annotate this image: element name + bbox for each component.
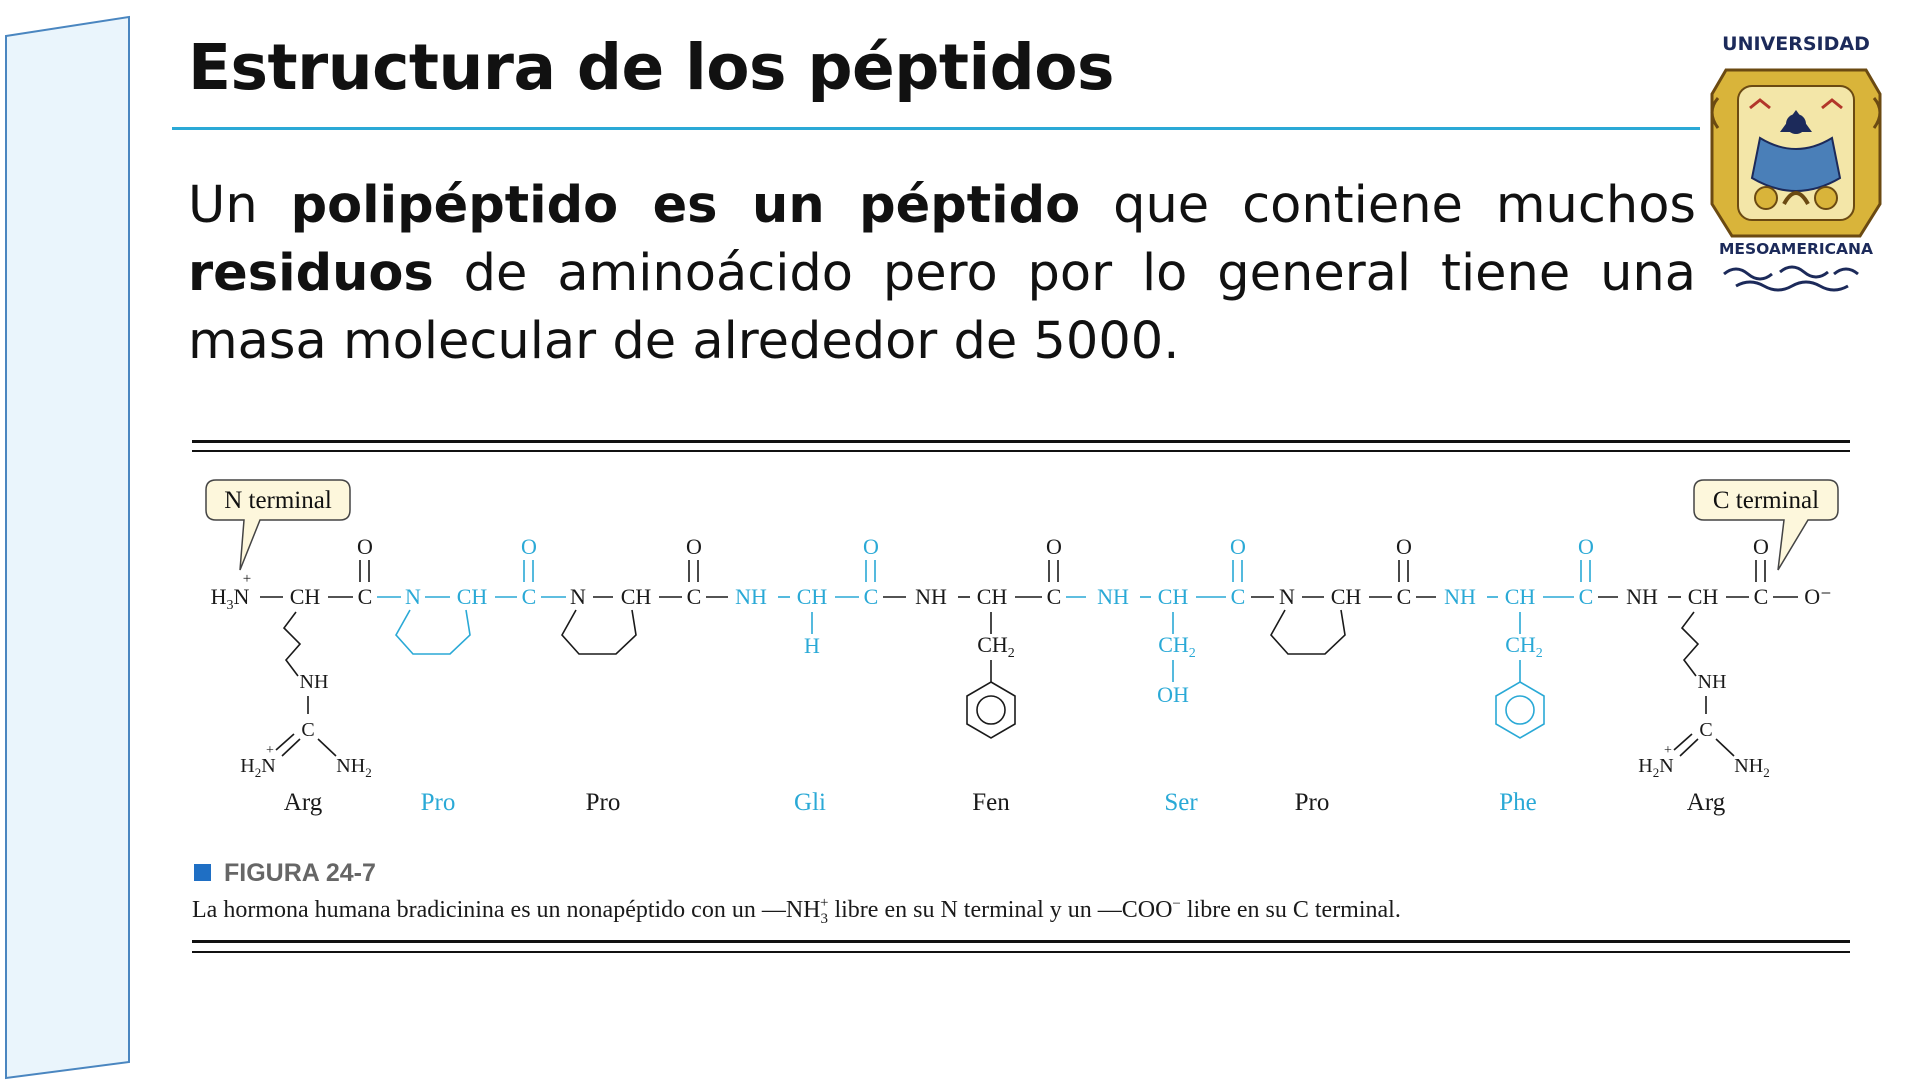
c-terminal-label: C terminal (1713, 487, 1819, 514)
figure-bottom-rule (192, 940, 1850, 953)
pro3-n: N (570, 584, 586, 609)
gli4-alpha-ch: CH (797, 584, 828, 609)
body-bold-polipeptido: polipéptido es un péptido (290, 176, 1081, 235)
residue-label-arg9: Arg (1687, 789, 1726, 816)
residue-label-fen5: Fen (972, 789, 1010, 816)
ser6-alpha-ch: CH (1158, 584, 1189, 609)
pro3-carbonyl-c: C (687, 584, 702, 609)
body-text-3: de aminoácido pero por lo general tiene … (188, 244, 1696, 371)
pro2-n: N (405, 584, 421, 609)
body-text-2: que contiene muchos (1080, 176, 1696, 235)
left-decorative-panel (5, 15, 130, 1080)
university-logo: UNIVERSIDAD MESOAMERICANA (1710, 33, 1882, 292)
n-terminus-charge: + (243, 571, 251, 587)
fen5-alpha-ch: CH (977, 584, 1008, 609)
phe8-alpha-ch: CH (1505, 584, 1536, 609)
body-text-1: Un (188, 176, 291, 235)
slide-title: Estructura de los péptidos (188, 31, 1114, 104)
residue-label-pro2: Pro (421, 789, 456, 816)
pro2-carbonyl-o: O (521, 534, 537, 559)
arg1-alpha-ch: CH (290, 584, 321, 609)
ser6-ch2: CH2 (1158, 632, 1196, 661)
arg1-carbonyl-o: O (357, 534, 373, 559)
arg9-side-nh: NH (1698, 671, 1727, 693)
arg9-h2n: H2N (1638, 755, 1673, 780)
arg9-nh: NH (1626, 584, 1658, 609)
pro7-carbonyl-o: O (1396, 534, 1412, 559)
arg9-guanidino-c: C (1699, 719, 1712, 741)
residue-labels: Arg Pro Pro Gli Fen Ser Pro Phe Arg (284, 789, 1726, 816)
pro2-ring (395, 609, 471, 655)
ser6-oh: OH (1157, 682, 1189, 707)
c-terminal-callout: C terminal (1693, 479, 1839, 571)
fen5-side-chain (966, 612, 1016, 739)
arg9-side-chain: NH C H2N + NH2 (1638, 611, 1770, 780)
pro2-carbonyl-c: C (522, 584, 537, 609)
arg1-side-chain: NH C H2N + NH2 (240, 611, 372, 780)
title-underline (172, 127, 1700, 130)
figure-top-rule (192, 440, 1850, 452)
logo-bottom-text: MESOAMERICANA (1719, 240, 1873, 258)
arg1-plus: + (266, 743, 274, 758)
arg9-plus: + (1664, 743, 1672, 758)
pro3-ring (561, 609, 637, 655)
fen5-carbonyl-c: C (1047, 584, 1062, 609)
residue-label-pro7: Pro (1295, 789, 1330, 816)
body-paragraph: Un polipéptido es un péptido que contien… (188, 172, 1696, 376)
figure-marker-square (194, 864, 211, 881)
residue-label-phe8: Phe (1499, 789, 1537, 816)
phe8-ch2: CH2 (1505, 632, 1543, 661)
fen5-nh: NH (915, 584, 947, 609)
arg1-carbonyl-c: C (358, 584, 373, 609)
pro7-alpha-ch: CH (1331, 584, 1362, 609)
arg9-carbonyl-o: O (1753, 534, 1769, 559)
pro3-alpha-ch: CH (621, 584, 652, 609)
fen5-carbonyl-o: O (1046, 534, 1062, 559)
residue-label-gli4: Gli (794, 789, 826, 816)
arg9-alpha-ch: CH (1688, 584, 1719, 609)
n-terminus-group: H3N (211, 584, 250, 613)
logo-waves (1723, 265, 1859, 292)
arg9-nh2: NH2 (1734, 755, 1769, 780)
ser6-nh: NH (1097, 584, 1129, 609)
fen5-ch2: CH2 (977, 632, 1015, 661)
pro7-carbonyl-c: C (1397, 584, 1412, 609)
pro2-alpha-ch: CH (457, 584, 488, 609)
arg9-carbonyl-c: C (1754, 584, 1769, 609)
arg1-h2n: H2N (240, 755, 275, 780)
phe8-carbonyl-c: C (1579, 584, 1594, 609)
logo-emblem (1710, 68, 1882, 238)
gli4-h: H (804, 633, 820, 658)
pro7-ring (1270, 609, 1346, 655)
gli4-nh: NH (735, 584, 767, 609)
phe8-carbonyl-o: O (1578, 534, 1594, 559)
residue-label-arg1: Arg (284, 789, 323, 816)
body-bold-residuos: residuos (188, 244, 434, 303)
bradykinin-figure: N terminal C terminal H3N + CH C O N CH … (192, 440, 1850, 953)
arg1-nh2: NH2 (336, 755, 371, 780)
residue-label-pro3: Pro (586, 789, 621, 816)
backbone-bonds (260, 560, 1798, 598)
ser6-carbonyl-o: O (1230, 534, 1246, 559)
residue-label-ser6: Ser (1164, 789, 1198, 816)
pro3-carbonyl-o: O (686, 534, 702, 559)
phe8-nh: NH (1444, 584, 1476, 609)
pro7-n: N (1279, 584, 1295, 609)
figure-number: FIGURA 24-7 (224, 859, 376, 887)
ser6-carbonyl-c: C (1231, 584, 1246, 609)
arg1-guanidino-c: C (301, 719, 314, 741)
arg1-side-nh: NH (300, 671, 329, 693)
c-terminus-o-minus: O⁻ (1804, 584, 1832, 609)
figure-caption: La hormona humana bradicinina es un nona… (192, 895, 1401, 927)
gli4-carbonyl-c: C (864, 584, 879, 609)
logo-top-text: UNIVERSIDAD (1722, 33, 1870, 55)
phe8-side-chain (1495, 612, 1545, 739)
n-terminal-callout: N terminal (205, 479, 351, 571)
n-terminal-label: N terminal (224, 487, 332, 514)
gli4-carbonyl-o: O (863, 534, 879, 559)
